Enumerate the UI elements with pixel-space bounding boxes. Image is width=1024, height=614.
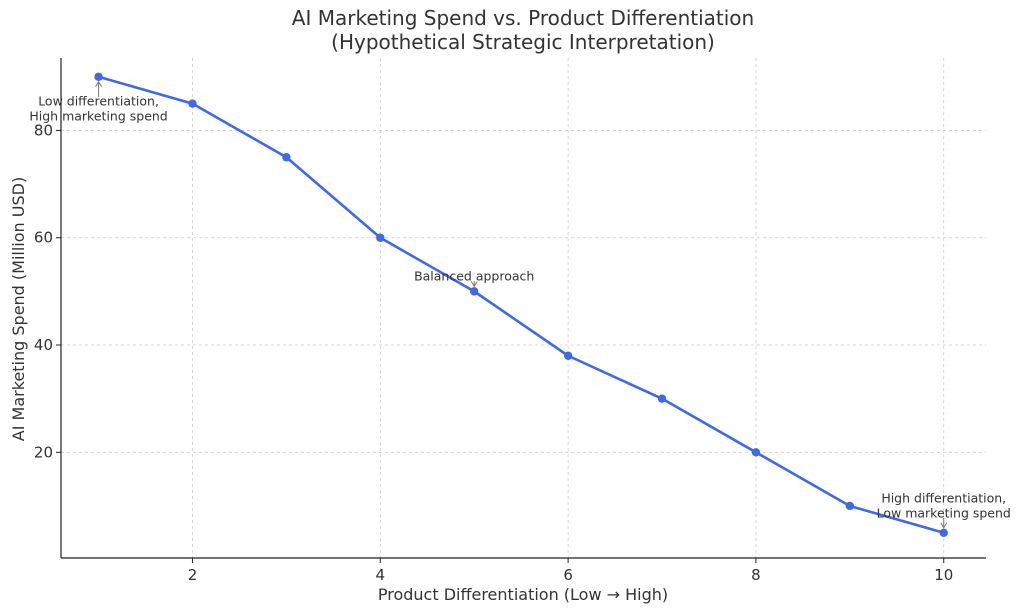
data-point [376,233,385,242]
annotation: High differentiation,Low marketing spend [877,490,1011,529]
ticks: 2 4 6 8 10 20 40 60 80 [34,121,953,584]
axes [60,58,986,559]
x-tick-label: 10 [934,566,953,584]
x-tick-label: 6 [563,566,573,584]
chart-title: AI Marketing Spend vs. Product Different… [292,6,754,30]
x-tick-label: 2 [188,566,198,584]
annotation: Balanced approach [414,268,534,288]
annotation-text: High marketing spend [29,108,167,123]
data-point [188,99,197,108]
chart-subtitle: (Hypothetical Strategic Interpretation) [331,30,715,54]
annotation: Low differentiation,High marketing spend [29,80,168,123]
annotation-text: High differentiation, [881,490,1006,505]
series [94,72,948,537]
annotation-arrowhead [470,281,478,288]
data-point [939,528,948,537]
annotation-text: Low differentiation, [38,93,159,108]
y-tick-label: 40 [34,336,53,354]
series-line [98,75,945,535]
annotations: Low differentiation,High marketing spend… [29,80,1011,529]
x-tick-label: 8 [751,566,761,584]
annotation-arrowhead [95,80,102,88]
x-tick-label: 4 [376,566,386,584]
data-point [94,72,103,81]
data-point [469,287,479,296]
grid [61,58,986,558]
annotation-text: Low marketing spend [877,505,1011,520]
y-tick-label: 60 [34,229,53,247]
data-point [282,153,291,162]
annotation-arrowhead [940,522,948,529]
annotation-text: Balanced approach [414,268,534,283]
data-point [657,394,667,403]
data-point [563,351,573,360]
y-tick-label: 80 [34,121,53,139]
data-point [751,448,761,457]
y-tick-label: 20 [34,443,53,461]
x-axis-label: Product Differentiation (Low → High) [378,585,668,604]
y-axis-label: AI Marketing Spend (Million USD) [9,177,28,441]
data-point [845,501,855,511]
